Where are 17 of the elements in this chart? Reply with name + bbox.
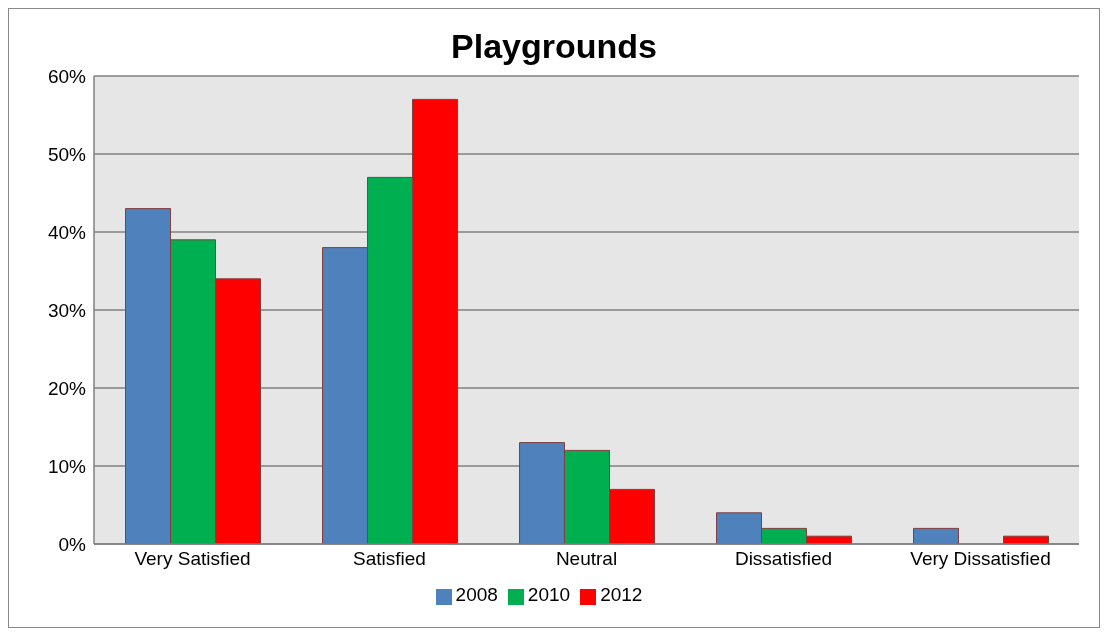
x-tick-label: Very Satisfied xyxy=(134,548,251,570)
bar xyxy=(913,527,960,544)
y-tick-label: 30% xyxy=(47,299,87,321)
legend-label: 2012 xyxy=(600,584,643,605)
y-tick-label: 40% xyxy=(47,221,87,243)
x-tick-label: Satisfied xyxy=(353,548,426,570)
legend-label: 2008 xyxy=(455,584,498,605)
x-tick-label: Neutral xyxy=(555,548,618,570)
x-tick-label: Dissatisfied xyxy=(734,548,833,570)
x-tick-label: Very Dissatisfied xyxy=(910,548,1051,570)
y-tick-label: 60% xyxy=(47,65,87,87)
legend-label: 2010 xyxy=(527,584,571,605)
y-tick-label: 0% xyxy=(58,533,87,555)
y-tick-label: 10% xyxy=(47,455,87,477)
chart-title: Playgrounds xyxy=(450,27,658,66)
y-tick-label: 20% xyxy=(47,377,87,399)
y-tick-label: 50% xyxy=(47,143,87,165)
